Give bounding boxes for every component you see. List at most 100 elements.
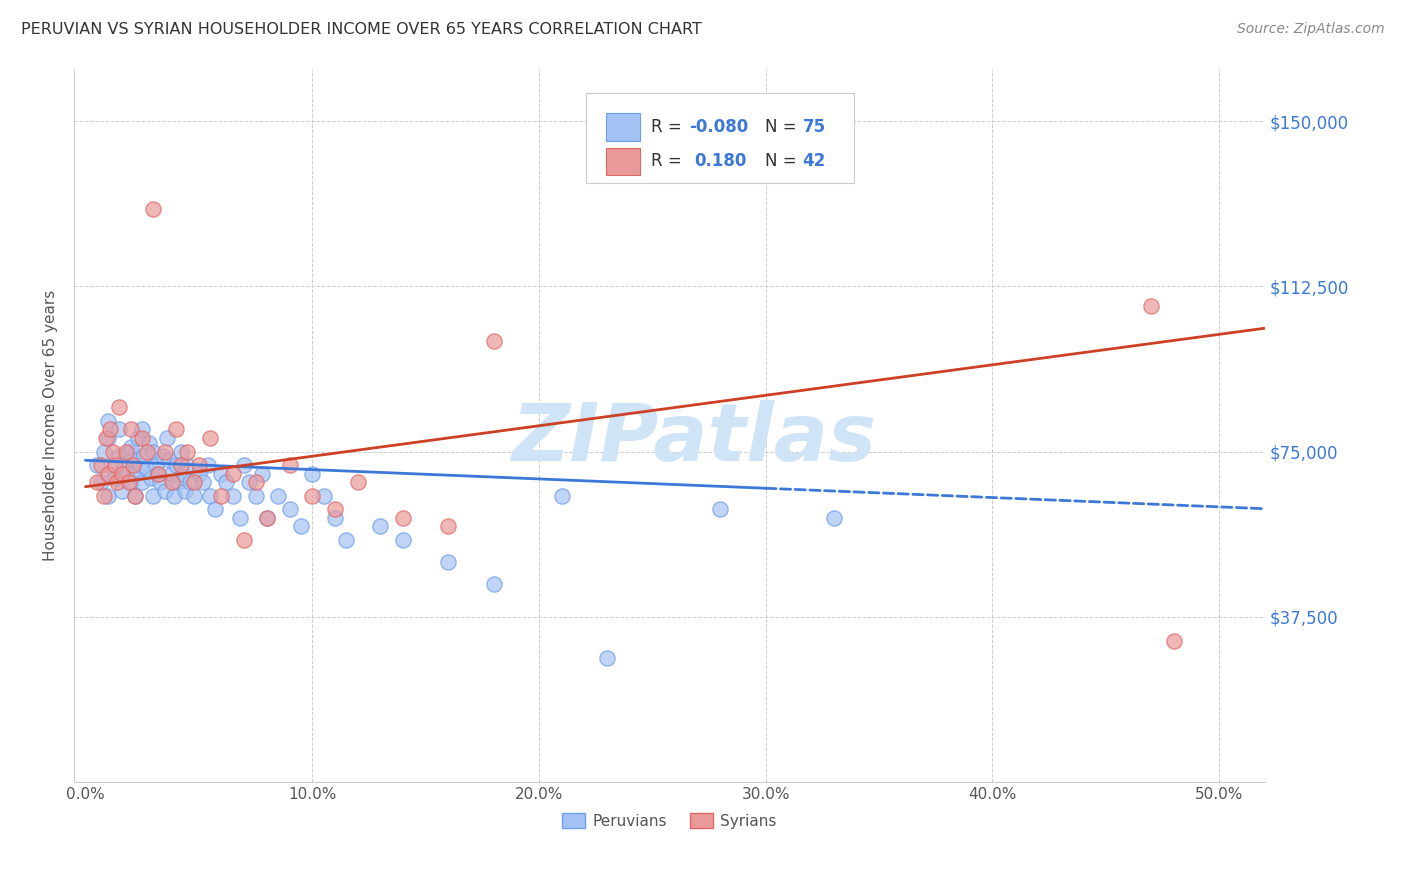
FancyBboxPatch shape	[606, 148, 640, 175]
Point	[392, 533, 415, 547]
Point	[97, 431, 120, 445]
Point	[120, 422, 142, 436]
Point	[94, 431, 117, 445]
Point	[111, 467, 134, 481]
Point	[176, 444, 198, 458]
Point	[153, 484, 176, 499]
Point	[323, 510, 346, 524]
Point	[105, 475, 128, 490]
Text: 75: 75	[803, 118, 825, 136]
Point	[108, 422, 131, 436]
Point	[104, 471, 127, 485]
Point	[157, 453, 180, 467]
Point	[108, 401, 131, 415]
Text: ZIPatlas: ZIPatlas	[510, 401, 876, 478]
Point	[128, 458, 150, 472]
Point	[86, 475, 108, 490]
Point	[172, 467, 194, 481]
Point	[134, 449, 156, 463]
Point	[120, 475, 142, 490]
Text: N =: N =	[765, 118, 801, 136]
Point	[86, 458, 108, 472]
Point	[193, 475, 215, 490]
Point	[215, 475, 238, 490]
Point	[135, 462, 157, 476]
Text: PERUVIAN VS SYRIAN HOUSEHOLDER INCOME OVER 65 YEARS CORRELATION CHART: PERUVIAN VS SYRIAN HOUSEHOLDER INCOME OV…	[21, 22, 702, 37]
Point	[183, 489, 205, 503]
Point	[256, 510, 278, 524]
Point	[187, 467, 209, 481]
Point	[152, 449, 174, 463]
Point	[124, 489, 146, 503]
Point	[108, 449, 131, 463]
Point	[100, 422, 122, 436]
Point	[115, 444, 138, 458]
Point	[179, 475, 201, 490]
Point	[97, 414, 120, 428]
Point	[392, 510, 415, 524]
Point	[187, 458, 209, 472]
Point	[256, 510, 278, 524]
Point	[97, 489, 120, 503]
Text: Source: ZipAtlas.com: Source: ZipAtlas.com	[1237, 22, 1385, 37]
Point	[204, 501, 226, 516]
Point	[142, 202, 165, 217]
Point	[1140, 299, 1163, 313]
Point	[115, 467, 138, 481]
Point	[93, 489, 115, 503]
Point	[90, 458, 112, 472]
Point	[709, 501, 731, 516]
Point	[197, 458, 219, 472]
Point	[101, 462, 124, 476]
Point	[97, 467, 120, 481]
Point	[198, 489, 221, 503]
FancyBboxPatch shape	[606, 113, 640, 141]
Point	[122, 458, 145, 472]
Text: N =: N =	[765, 153, 801, 170]
Point	[131, 422, 153, 436]
Point	[290, 519, 312, 533]
Point	[146, 467, 169, 481]
Point	[169, 458, 191, 472]
Point	[131, 475, 153, 490]
Point	[160, 467, 183, 481]
Point	[596, 651, 619, 665]
Text: -0.080: -0.080	[689, 118, 749, 136]
Point	[174, 484, 197, 499]
Point	[233, 458, 256, 472]
Point	[124, 489, 146, 503]
Point	[550, 489, 572, 503]
Point	[149, 475, 172, 490]
Y-axis label: Householder Income Over 65 years: Householder Income Over 65 years	[44, 290, 58, 561]
Point	[482, 576, 505, 591]
Point	[278, 458, 301, 472]
Point	[346, 475, 368, 490]
Point	[301, 467, 323, 481]
Point	[165, 422, 187, 436]
Point	[245, 475, 267, 490]
Point	[198, 431, 221, 445]
Point	[228, 510, 250, 524]
Point	[823, 510, 845, 524]
Point	[233, 533, 256, 547]
Point	[135, 444, 157, 458]
Point	[252, 467, 274, 481]
Point	[167, 475, 190, 490]
Point	[104, 458, 127, 472]
Point	[437, 519, 460, 533]
Point	[127, 431, 149, 445]
Point	[111, 484, 134, 499]
Point	[120, 440, 142, 454]
Point	[163, 489, 186, 503]
Point	[211, 489, 233, 503]
Text: 42: 42	[803, 153, 825, 170]
Point	[222, 467, 245, 481]
Point	[153, 444, 176, 458]
Point	[131, 431, 153, 445]
Point	[482, 334, 505, 349]
Point	[142, 489, 165, 503]
Point	[368, 519, 391, 533]
Point	[117, 475, 139, 490]
Point	[335, 533, 357, 547]
Point	[245, 489, 267, 503]
